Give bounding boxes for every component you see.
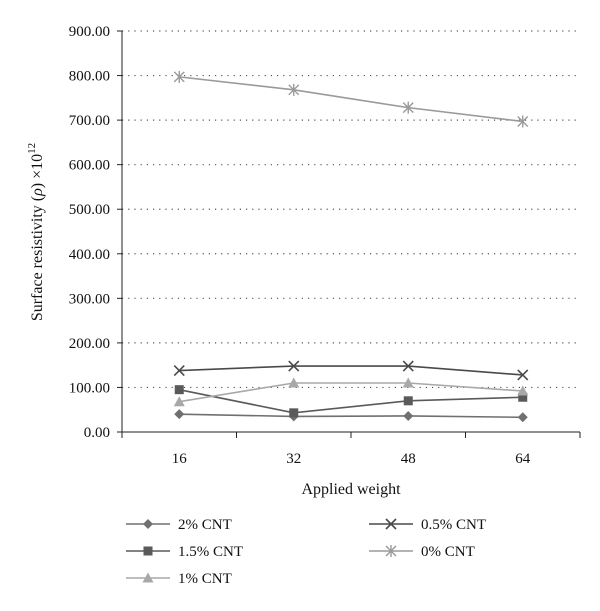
legend-marker <box>143 546 153 556</box>
y-axis-title-exponent: 12 <box>26 143 38 154</box>
x-tick-label: 16 <box>172 451 188 467</box>
y-axis-title-main: Surface resistivity ( <box>29 196 46 321</box>
x-tick-labels: 16 32 48 64 <box>121 432 581 467</box>
series-lines <box>173 70 529 423</box>
legend-item-0pct-cnt: 0% CNT <box>369 544 475 560</box>
series-line <box>179 76 523 123</box>
data-point <box>402 377 414 388</box>
series-line <box>179 413 523 419</box>
series-1-5pct-cnt <box>174 385 528 418</box>
legend-marker <box>385 545 397 557</box>
data-point <box>288 360 300 372</box>
legend-label: 2% CNT <box>178 517 232 533</box>
series-0-5pct-cnt <box>173 360 529 381</box>
x-tick-label: 64 <box>515 451 531 467</box>
legend-label: 1.5% CNT <box>178 544 243 560</box>
series-1pct-cnt <box>173 377 529 407</box>
series-2pct-cnt <box>174 409 528 423</box>
legend-marker <box>142 572 154 583</box>
y-tick-label: 200.00 <box>69 336 110 352</box>
data-point <box>517 385 529 396</box>
y-axis-title-close: ) ×10 <box>29 154 46 188</box>
series-line <box>179 365 523 376</box>
y-tick-label: 700.00 <box>69 113 110 129</box>
data-point <box>402 360 414 372</box>
y-tick-label: 600.00 <box>69 158 110 174</box>
x-tick-label: 32 <box>286 451 301 467</box>
data-point <box>517 115 529 128</box>
data-point <box>173 364 185 377</box>
legend-label: 0% CNT <box>421 544 475 560</box>
data-point <box>403 410 414 421</box>
x-tick-label: 48 <box>401 451 416 467</box>
y-tick-label: 900.00 <box>69 24 110 40</box>
legend-item-1-5pct-cnt: 1.5% CNT <box>126 544 243 560</box>
y-tick-label: 0.00 <box>84 425 110 441</box>
data-point <box>403 396 413 406</box>
legend-item-0-5pct-cnt: 0.5% CNT <box>369 517 486 533</box>
data-point <box>288 83 300 96</box>
data-point <box>517 412 528 423</box>
series-0pct-cnt <box>173 70 529 128</box>
legend-marker <box>143 519 153 529</box>
data-point <box>173 396 185 407</box>
legend-label: 0.5% CNT <box>421 517 486 533</box>
series-line <box>179 388 523 414</box>
gridlines <box>122 30 580 389</box>
y-tick-label: 300.00 <box>69 291 110 307</box>
data-point <box>288 377 300 388</box>
legend-marker <box>385 518 397 530</box>
axes <box>121 31 580 433</box>
legend: 2% CNT 1.5% CNT 1% CNT 0.5% CNT 0% CNT <box>126 517 486 587</box>
data-point <box>289 408 299 418</box>
data-point <box>518 392 528 402</box>
x-axis-title: Applied weight <box>301 481 401 498</box>
y-tick-label: 400.00 <box>69 247 110 263</box>
y-tick-label: 800.00 <box>69 69 110 85</box>
legend-item-1pct-cnt: 1% CNT <box>126 571 232 587</box>
series-line <box>179 382 523 403</box>
legend-label: 1% CNT <box>178 571 232 587</box>
y-tick-labels: 0.00 100.00 200.00 300.00 400.00 500.00 600.00… <box>69 24 122 441</box>
data-point <box>174 409 185 420</box>
y-tick-label: 100.00 <box>69 380 110 396</box>
y-axis-title-symbol: ρ <box>29 188 46 197</box>
data-point <box>402 101 414 114</box>
data-point <box>173 70 185 83</box>
y-tick-label: 500.00 <box>69 202 110 218</box>
data-point <box>517 369 529 381</box>
data-point <box>174 385 184 395</box>
legend-item-2pct-cnt: 2% CNT <box>126 517 232 533</box>
y-axis-title: Surface resistivity (ρ) ×1012 <box>26 143 46 321</box>
